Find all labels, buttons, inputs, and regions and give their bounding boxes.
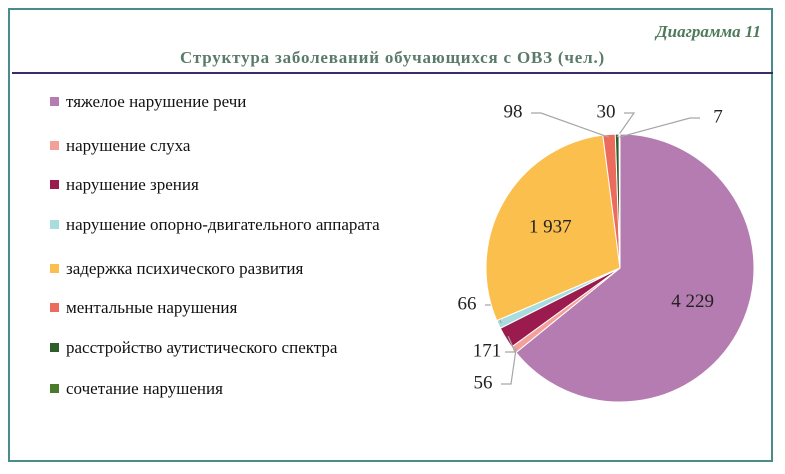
legend-swatch	[50, 264, 59, 273]
frame	[8, 8, 773, 462]
data-label: 4 229	[671, 291, 714, 312]
pie-slice	[618, 133, 621, 269]
legend-swatch	[50, 384, 59, 393]
title-rule	[12, 72, 773, 74]
caption: Диаграмма 11	[656, 22, 761, 41]
data-label: 171	[473, 340, 502, 361]
leader-line	[531, 112, 610, 139]
legend-item: тяжелое нарушение речи	[50, 93, 446, 110]
data-label: 56	[474, 372, 493, 393]
data-label: 1 937	[529, 216, 572, 237]
legend-label: нарушение слуха	[66, 136, 191, 155]
legend-item: расстройство аутистического спектра	[50, 339, 446, 356]
legend-label: тяжелое нарушение речи	[66, 92, 247, 111]
legend-label: ментальные нарушения	[66, 298, 238, 317]
data-label: 66	[458, 293, 477, 314]
legend-swatch	[50, 141, 59, 150]
chart-title: Структура заболеваний обучающихся с ОВЗ …	[180, 48, 605, 67]
data-label: 98	[504, 101, 523, 122]
legend-label: нарушение опорно-двигательного аппарата	[66, 215, 380, 234]
legend-label: сочетание нарушения	[66, 379, 223, 398]
legend-swatch	[50, 343, 59, 352]
pie-slice	[515, 133, 755, 403]
leader-line	[616, 112, 636, 138]
legend-item: нарушение опорно-двигательного аппарата	[50, 216, 446, 233]
legend-swatch	[50, 220, 59, 229]
legend-label: нарушение зрения	[66, 175, 199, 194]
legend-swatch	[50, 97, 59, 106]
legend-item: нарушение слуха	[50, 137, 446, 154]
data-label: 7	[713, 106, 723, 127]
legend-swatch	[50, 180, 59, 189]
legend-label: задержка психического развития	[66, 259, 304, 278]
leader-line	[505, 335, 516, 353]
pie-slice	[485, 134, 621, 322]
legend-item: сочетание нарушения	[50, 380, 446, 397]
legend-item: ментальные нарушения	[50, 299, 446, 316]
legend-item: нарушение зрения	[50, 176, 446, 193]
legend-item: задержка психического развития	[50, 260, 446, 277]
leader-line	[619, 117, 700, 138]
leader-line	[501, 347, 517, 385]
data-label: 30	[597, 101, 616, 122]
legend-swatch	[50, 303, 59, 312]
legend-label: расстройство аутистического спектра	[66, 338, 338, 357]
